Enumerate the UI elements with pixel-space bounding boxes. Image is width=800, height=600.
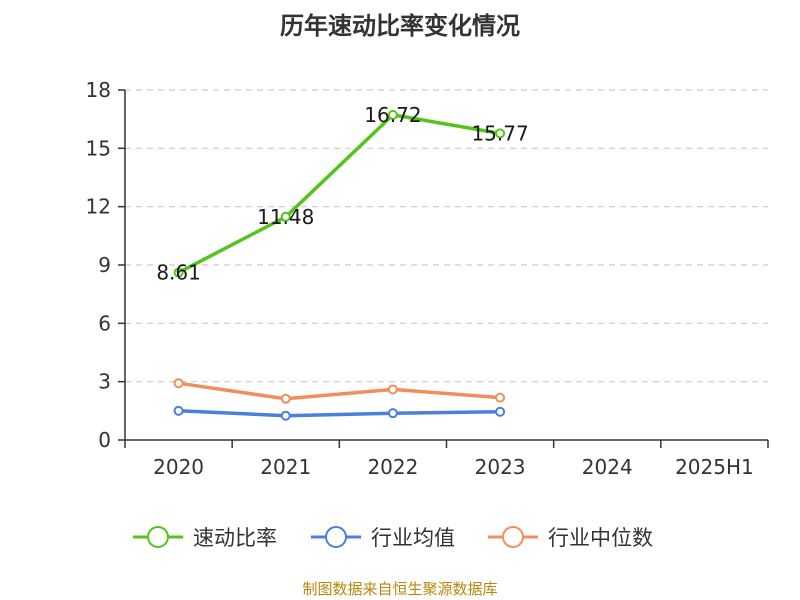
series-line (178, 381, 501, 401)
data-label: 15.77 (471, 121, 528, 145)
legend-label: 行业中位数 (548, 526, 653, 550)
y-tick-label: 9 (98, 253, 111, 277)
y-tick-label: 0 (98, 428, 111, 452)
legend-label: 速动比率 (193, 526, 277, 550)
series-line (177, 113, 501, 275)
data-point (387, 109, 398, 120)
data-point (387, 384, 398, 395)
y-tick-label: 15 (86, 136, 111, 160)
y-tick-label: 6 (98, 311, 111, 335)
data-point (495, 128, 506, 139)
data-label: 16.72 (364, 103, 421, 127)
x-tick-label: 2022 (367, 455, 418, 479)
data-point (173, 378, 184, 389)
x-tick-label: 2020 (153, 455, 204, 479)
x-tick-label: 2025H1 (675, 455, 754, 479)
y-tick-label: 12 (86, 195, 111, 219)
series-line (178, 409, 501, 418)
data-point (173, 267, 184, 278)
data-point (280, 211, 291, 222)
chart-title: 历年速动比率变化情况 (280, 12, 520, 40)
data-point (173, 405, 184, 416)
data-label: 8.61 (156, 261, 201, 285)
y-tick-label: 3 (98, 370, 111, 394)
x-tick-label: 2023 (475, 455, 526, 479)
y-tick-label: 18 (86, 78, 111, 102)
data-label: 11.48 (257, 205, 314, 229)
legend-marker (147, 526, 169, 548)
data-point (280, 393, 291, 404)
x-tick-label: 2021 (260, 455, 311, 479)
x-tick-label: 2024 (582, 455, 633, 479)
legend-marker (325, 526, 347, 548)
data-point (280, 410, 291, 421)
data-point (495, 392, 506, 403)
legend-label: 行业均值 (371, 526, 455, 550)
data-point (387, 408, 398, 419)
data-source-note: 制图数据来自恒生聚源数据库 (302, 580, 498, 598)
data-point (495, 406, 506, 417)
legend-marker (502, 526, 524, 548)
